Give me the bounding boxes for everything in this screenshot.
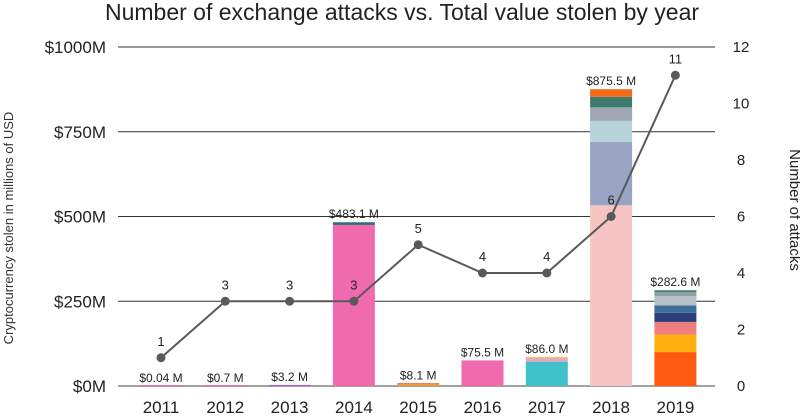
attacks-point bbox=[220, 296, 230, 306]
attacks-point bbox=[606, 212, 616, 221]
attacks-count-label: 1 bbox=[157, 334, 164, 349]
y2-tick-label: 12 bbox=[733, 39, 750, 56]
bar-segment-2018-0 bbox=[590, 205, 633, 386]
bar-segment-2012-0 bbox=[204, 385, 247, 386]
bar-value-labels: $0.04 M $0.7 M $3.2 M $483.1 M $8.1 M $75.5 M… bbox=[139, 74, 700, 385]
y2-axis-ticks: 0 2 4 6 8 10 12 bbox=[733, 39, 750, 395]
y2-tick-label: 0 bbox=[737, 378, 745, 395]
attacks-count-label: 3 bbox=[286, 277, 293, 292]
x-tick-label: 2012 bbox=[206, 398, 244, 417]
bar-segment-2016-0 bbox=[461, 360, 504, 386]
y2-tick-label: 10 bbox=[733, 96, 750, 113]
bar-value-label: $3.2 M bbox=[271, 370, 308, 384]
y-axis-ticks: $0M $250M $500M $750M $1000M bbox=[45, 38, 106, 396]
attacks-count-label: 6 bbox=[607, 193, 614, 208]
attacks-count-label: 5 bbox=[415, 221, 422, 236]
bars bbox=[140, 89, 697, 386]
y2-tick-label: 2 bbox=[737, 322, 745, 339]
bar-segment-2017-3 bbox=[525, 356, 568, 358]
attacks-count-label: 3 bbox=[350, 277, 357, 292]
bar-segment-2018-2 bbox=[590, 120, 633, 142]
bar-value-label: $875.5 M bbox=[586, 74, 636, 88]
attacks-point bbox=[156, 353, 166, 363]
chart-title: Number of exchange attacks vs. Total val… bbox=[105, 0, 699, 25]
y-tick-label: $250M bbox=[54, 292, 106, 311]
bar-segment-2017-1 bbox=[525, 358, 568, 362]
bar-segment-2019-4 bbox=[654, 305, 697, 313]
y-tick-label: $0M bbox=[73, 377, 106, 396]
attacks-point bbox=[413, 240, 423, 250]
x-axis-ticks: 2011 2012 2013 2014 2015 2016 2017 2018 2019 bbox=[143, 398, 695, 417]
y2-tick-label: 6 bbox=[737, 209, 745, 226]
bar-segment-2018-4 bbox=[590, 96, 633, 108]
bar-segment-2013-0 bbox=[268, 384, 311, 386]
bar-segment-2018-5 bbox=[590, 89, 633, 97]
y2-tick-label: 4 bbox=[737, 265, 745, 282]
bar-value-label: $282.6 M bbox=[650, 275, 700, 289]
bar-segment-2017-2 bbox=[525, 357, 568, 359]
bar-value-label: $0.7 M bbox=[207, 371, 244, 385]
bar-value-label: $86.0 M bbox=[525, 342, 568, 356]
bar-segment-2017-0 bbox=[525, 361, 568, 386]
attacks-line-series: 1 3 3 3 5 4 4 6 11 bbox=[156, 51, 683, 363]
bar-segment-2019-5 bbox=[654, 296, 697, 306]
bar-value-label: $483.1 M bbox=[329, 207, 379, 221]
attacks-point bbox=[542, 268, 552, 278]
bar-segment-2015-1 bbox=[397, 383, 440, 385]
x-tick-label: 2018 bbox=[592, 398, 630, 417]
attacks-count-label: 4 bbox=[543, 249, 550, 264]
bar-segment-2019-1 bbox=[654, 334, 697, 353]
y-tick-label: $1000M bbox=[45, 38, 106, 57]
bar-segment-2019-6 bbox=[654, 292, 697, 297]
bar-segment-2014-1 bbox=[332, 222, 375, 225]
bar-segment-2019-0 bbox=[654, 352, 697, 386]
bar-segment-2018-1 bbox=[590, 141, 633, 206]
attacks-point bbox=[478, 268, 487, 278]
y-axis-label: Cryptocurrency stolen in millions of USD bbox=[1, 112, 16, 345]
y2-tick-label: 8 bbox=[737, 152, 745, 169]
bar-segment-2018-3 bbox=[590, 107, 633, 121]
x-tick-label: 2019 bbox=[656, 398, 694, 417]
attacks-point bbox=[670, 70, 680, 80]
x-tick-label: 2013 bbox=[271, 398, 309, 417]
attacks-point bbox=[349, 296, 359, 306]
y2-axis-label: Number of attacks bbox=[786, 149, 800, 271]
y-tick-label: $500M bbox=[54, 208, 106, 227]
bar-value-label: $8.1 M bbox=[400, 368, 437, 382]
bar-value-label: $0.04 M bbox=[139, 371, 182, 385]
bar-segment-2011-0 bbox=[140, 385, 182, 386]
bar-segment-2019-2 bbox=[654, 321, 697, 335]
x-tick-label: 2011 bbox=[143, 398, 180, 417]
attacks-count-label: 3 bbox=[222, 277, 229, 292]
y-tick-label: $750M bbox=[54, 123, 106, 142]
x-tick-label: 2015 bbox=[399, 398, 437, 417]
attacks-point bbox=[285, 296, 295, 306]
x-tick-label: 2016 bbox=[464, 398, 502, 417]
x-tick-label: 2014 bbox=[335, 398, 373, 417]
attacks-count-label: 4 bbox=[479, 249, 486, 264]
attacks-count-label: 11 bbox=[669, 51, 683, 66]
bar-value-label: $75.5 M bbox=[461, 345, 504, 359]
bar-segment-2019-7 bbox=[654, 290, 697, 293]
x-tick-label: 2017 bbox=[528, 398, 566, 417]
bar-segment-2015-0 bbox=[397, 384, 440, 386]
bar-segment-2019-3 bbox=[654, 312, 697, 322]
